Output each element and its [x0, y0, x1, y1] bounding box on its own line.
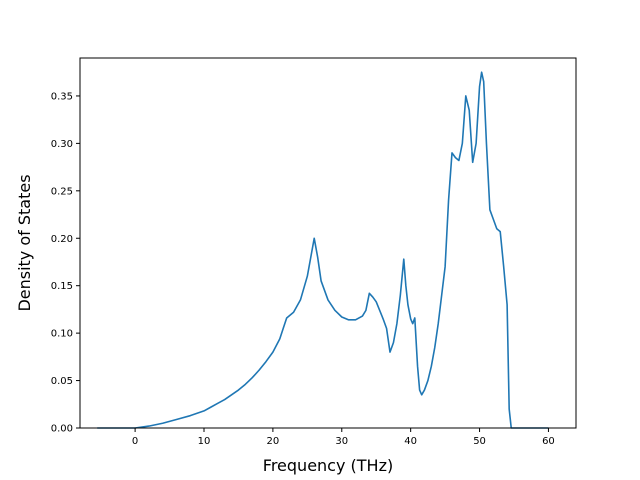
- x-tick-label: 60: [542, 436, 555, 447]
- plot-area: [97, 71, 549, 429]
- y-tick-label: 0.10: [51, 329, 73, 340]
- x-tick-label: 40: [404, 436, 417, 447]
- y-tick-label: 0.05: [51, 376, 73, 387]
- y-tick-label: 0.20: [51, 234, 73, 245]
- y-axis-label: Density of States: [15, 174, 34, 311]
- x-tick-label: 50: [473, 436, 486, 447]
- y-tick-label: 0.30: [51, 139, 73, 150]
- x-axis: 0 10 20 30 40 50 60: [132, 428, 555, 447]
- x-tick-label: 20: [267, 436, 280, 447]
- x-tick-label: 0: [132, 436, 138, 447]
- axes-frame: [79, 57, 577, 429]
- x-tick-label: 10: [198, 436, 211, 447]
- y-tick-label: 0.25: [51, 186, 73, 197]
- y-axis: 0.00 0.05 0.10 0.15 0.20 0.25 0.30 0.35: [51, 91, 80, 435]
- y-tick-label: 0.00: [51, 424, 73, 435]
- dos-series-line: [97, 71, 549, 429]
- x-axis-label: Frequency (THz): [263, 456, 393, 475]
- y-tick-label: 0.35: [51, 91, 73, 102]
- y-tick-label: 0.15: [51, 281, 73, 292]
- x-tick-label: 30: [335, 436, 348, 447]
